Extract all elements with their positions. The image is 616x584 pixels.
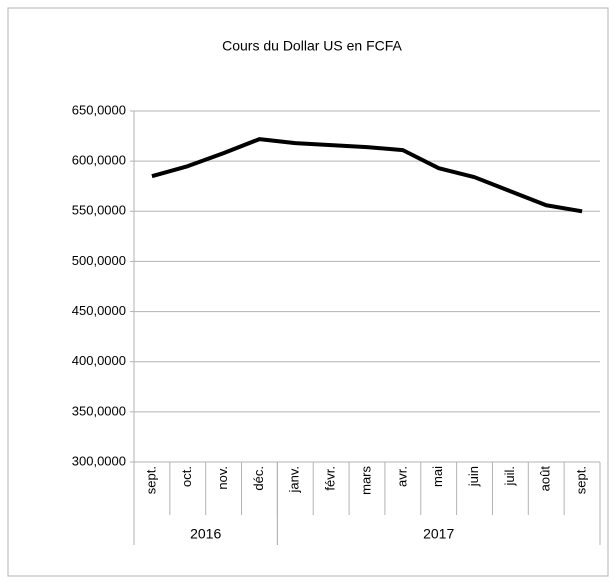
y-tick-label: 400,0000 — [72, 353, 126, 368]
data-line — [151, 137, 583, 214]
x-tick-label: juil. — [502, 466, 517, 487]
y-tick-label: 550,0000 — [72, 203, 126, 218]
x-tick-label: mai — [430, 466, 445, 487]
x-tick-label: avr. — [394, 466, 409, 487]
group-label: 2016 — [190, 526, 221, 542]
x-tick-label: août — [538, 466, 553, 492]
x-tick-label: mars — [358, 466, 373, 495]
x-tick-label: janv. — [287, 466, 302, 494]
chart-title: Cours du Dollar US en FCFA — [222, 38, 402, 54]
x-tick-label: juin — [466, 466, 481, 487]
x-tick-label: févr. — [323, 466, 338, 491]
y-tick-label: 650,0000 — [72, 102, 126, 117]
y-tick-label: 350,0000 — [72, 403, 126, 418]
group-label: 2017 — [423, 526, 454, 542]
x-tick-label: déc. — [251, 466, 266, 491]
x-tick-label: oct. — [179, 466, 194, 487]
x-tick-label: sept. — [574, 466, 589, 494]
x-tick-label: sept. — [143, 466, 158, 494]
x-tick-label: nov. — [215, 466, 230, 490]
y-tick-label: 450,0000 — [72, 303, 126, 318]
y-tick-label: 500,0000 — [72, 253, 126, 268]
y-tick-label: 300,0000 — [72, 453, 126, 468]
y-tick-label: 600,0000 — [72, 153, 126, 168]
chart-frame — [7, 7, 609, 577]
